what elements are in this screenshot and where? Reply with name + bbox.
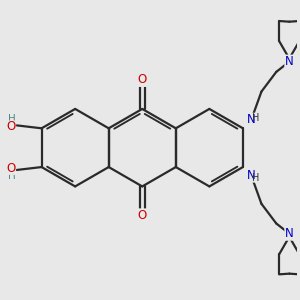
Text: H: H	[8, 114, 15, 124]
Text: N: N	[285, 227, 294, 240]
Text: H: H	[8, 171, 15, 181]
Text: O: O	[6, 162, 15, 175]
Text: H: H	[252, 113, 260, 123]
Text: N: N	[285, 55, 294, 68]
Text: N: N	[247, 169, 256, 182]
Text: O: O	[138, 209, 147, 222]
Text: N: N	[247, 113, 256, 126]
Text: H: H	[252, 173, 260, 183]
Text: O: O	[6, 120, 15, 134]
Text: O: O	[138, 74, 147, 86]
